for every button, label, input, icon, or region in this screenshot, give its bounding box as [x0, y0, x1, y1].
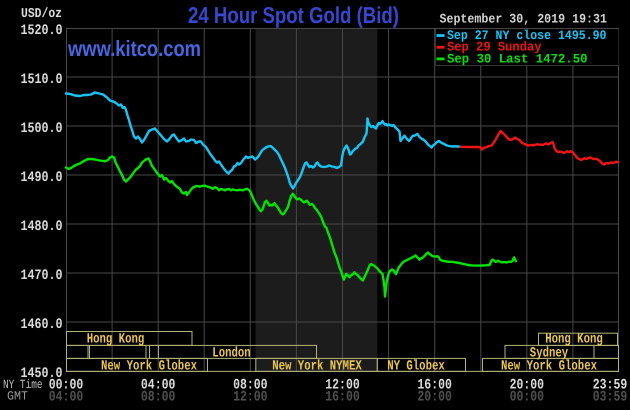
svg-text:24 Hour Spot Gold (Bid): 24 Hour Spot Gold (Bid) — [188, 2, 399, 28]
svg-text:03:59: 03:59 — [593, 389, 628, 405]
svg-text:1500.0: 1500.0 — [21, 121, 63, 137]
svg-text:00:00: 00:00 — [510, 389, 545, 405]
svg-text:1510.0: 1510.0 — [21, 72, 63, 88]
svg-text:Sep 29 Sunday: Sep 29 Sunday — [447, 40, 542, 55]
svg-text:1450.0: 1450.0 — [21, 366, 63, 382]
svg-text:1470.0: 1470.0 — [21, 268, 63, 284]
svg-text:New York Globex: New York Globex — [501, 358, 597, 374]
svg-text:September 30, 2019 19:31: September 30, 2019 19:31 — [440, 12, 608, 27]
svg-text:16:00: 16:00 — [417, 378, 452, 394]
svg-text:London: London — [212, 345, 250, 361]
svg-text:NY Globex: NY Globex — [387, 358, 445, 374]
svg-text:Sydney: Sydney — [530, 345, 569, 361]
svg-text:Sep 27 NY close 1495.90: Sep 27 NY close 1495.90 — [447, 28, 607, 43]
svg-text:NY Time: NY Time — [3, 378, 43, 392]
svg-text:1480.0: 1480.0 — [21, 219, 63, 235]
svg-text:USD/oz: USD/oz — [21, 7, 62, 22]
svg-text:20:00: 20:00 — [417, 389, 452, 405]
svg-text:00:00: 00:00 — [49, 378, 84, 394]
svg-text:04:00: 04:00 — [141, 378, 176, 394]
svg-text:1520.0: 1520.0 — [21, 23, 63, 39]
svg-text:New York Globex: New York Globex — [101, 358, 197, 374]
svg-text:www.kitco.com: www.kitco.com — [67, 36, 201, 61]
svg-text:Hong Kong: Hong Kong — [87, 332, 145, 348]
svg-text:1460.0: 1460.0 — [21, 317, 63, 333]
svg-text:20:00: 20:00 — [510, 378, 545, 394]
svg-text:04:00: 04:00 — [49, 389, 84, 405]
svg-text:Sep 30 Last 1472.50: Sep 30 Last 1472.50 — [447, 51, 588, 66]
svg-text:08:00: 08:00 — [233, 378, 268, 394]
svg-text:16:00: 16:00 — [325, 389, 360, 405]
svg-text:12:00: 12:00 — [325, 378, 360, 394]
svg-text:Hong Kong: Hong Kong — [545, 332, 603, 348]
svg-text:1490.0: 1490.0 — [21, 170, 63, 186]
svg-text:New York NYMEX: New York NYMEX — [272, 358, 362, 374]
svg-text:12:00: 12:00 — [233, 389, 268, 405]
svg-text:GMT: GMT — [7, 390, 28, 404]
svg-text:23:59: 23:59 — [593, 378, 628, 394]
svg-text:08:00: 08:00 — [141, 389, 176, 405]
